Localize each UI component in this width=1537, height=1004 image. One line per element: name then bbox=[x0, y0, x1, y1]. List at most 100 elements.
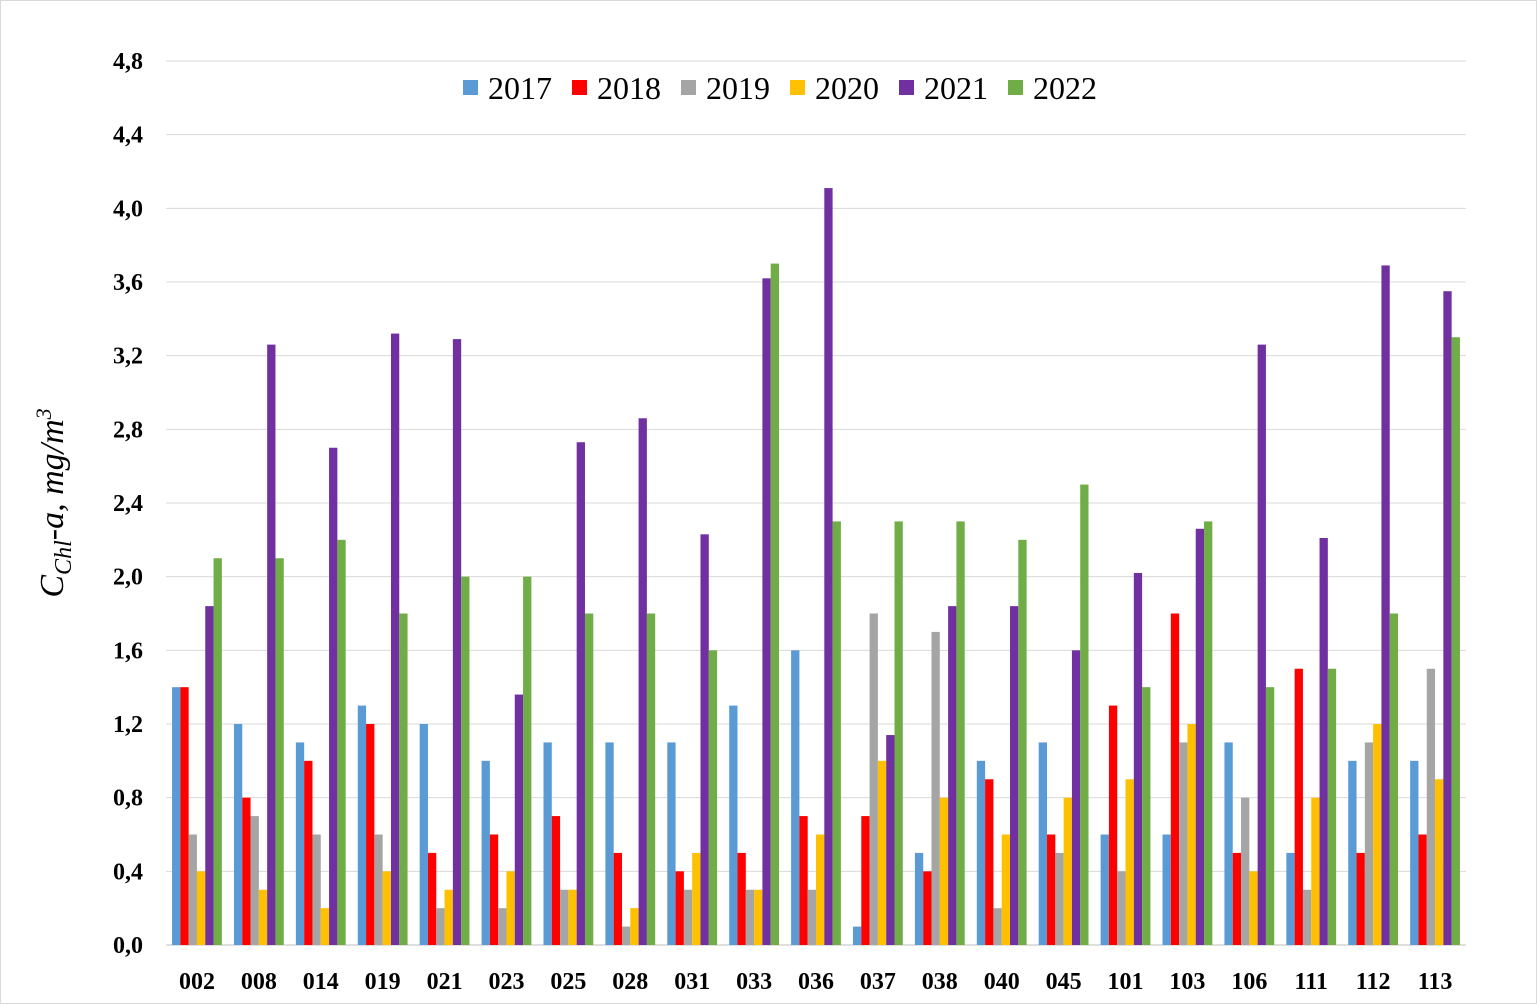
bar-2021-040 bbox=[1010, 606, 1019, 945]
x-tick-label: 112 bbox=[1356, 969, 1391, 995]
bar-2021-037 bbox=[886, 735, 895, 945]
bar-2020-002 bbox=[196, 871, 206, 945]
bar-2017-038 bbox=[914, 852, 924, 945]
legend-swatch-2019 bbox=[681, 80, 696, 95]
bar-2021-021 bbox=[452, 339, 462, 945]
bar-2018-038 bbox=[923, 871, 932, 945]
legend-label: 2017 bbox=[488, 70, 552, 106]
y-tick-label: 0,4 bbox=[113, 859, 143, 885]
bar-2020-045 bbox=[1063, 797, 1072, 945]
bar-2022-021 bbox=[461, 576, 470, 945]
x-tick-label: 031 bbox=[674, 969, 710, 995]
bar-2020-101 bbox=[1125, 779, 1134, 945]
bar-2022-031 bbox=[708, 650, 718, 945]
x-tick-label: 021 bbox=[427, 969, 463, 995]
x-tick-label: 036 bbox=[798, 969, 834, 995]
x-tick-label: 113 bbox=[1418, 969, 1453, 995]
bar-2019-019 bbox=[374, 834, 383, 945]
bar-2017-033 bbox=[729, 705, 738, 945]
x-tick-label: 111 bbox=[1295, 969, 1328, 995]
x-tick-label: 014 bbox=[303, 969, 339, 995]
bar-2020-025 bbox=[568, 889, 577, 945]
x-tick-label: 101 bbox=[1108, 969, 1144, 995]
y-tick-label: 3,2 bbox=[113, 344, 143, 370]
bar-2021-008 bbox=[267, 344, 276, 945]
x-tick-label: 040 bbox=[984, 969, 1020, 995]
x-tick-label: 045 bbox=[1046, 969, 1082, 995]
bar-2021-113 bbox=[1443, 291, 1452, 945]
bar-2019-036 bbox=[807, 889, 816, 945]
bar-2018-036 bbox=[799, 816, 808, 945]
legend-swatch-2022 bbox=[1008, 80, 1023, 95]
bar-2022-025 bbox=[584, 613, 594, 945]
bar-2022-045 bbox=[1080, 484, 1089, 945]
bar-2020-033 bbox=[754, 889, 763, 945]
x-tick-label: 008 bbox=[241, 969, 277, 995]
x-tick-label: 033 bbox=[736, 969, 772, 995]
bar-2017-021 bbox=[419, 724, 428, 945]
y-tick-label: 4,0 bbox=[113, 196, 143, 222]
bar-2017-106 bbox=[1224, 742, 1233, 945]
bar-2017-045 bbox=[1038, 742, 1048, 945]
bar-2019-023 bbox=[498, 908, 507, 945]
bar-2021-101 bbox=[1133, 572, 1143, 945]
y-tick-label: 4,4 bbox=[113, 123, 143, 149]
x-tick-label: 019 bbox=[365, 969, 401, 995]
bar-2021-023 bbox=[514, 694, 524, 945]
bar-2018-023 bbox=[489, 834, 499, 945]
legend-label: 2018 bbox=[597, 70, 661, 106]
legend-label: 2020 bbox=[815, 70, 879, 106]
bar-2021-014 bbox=[329, 447, 338, 945]
bar-2017-101 bbox=[1100, 834, 1109, 945]
bar-2021-036 bbox=[824, 188, 833, 945]
bar-2021-031 bbox=[700, 534, 709, 945]
bar-2019-113 bbox=[1426, 668, 1436, 945]
bar-2022-028 bbox=[646, 613, 656, 945]
bar-2020-021 bbox=[444, 889, 453, 945]
bar-2017-014 bbox=[295, 742, 305, 945]
bar-2019-021 bbox=[436, 908, 445, 945]
x-tick-label: 103 bbox=[1169, 969, 1205, 995]
bar-2018-025 bbox=[551, 816, 561, 945]
bar-2022-002 bbox=[213, 558, 222, 945]
bar-2020-019 bbox=[382, 871, 391, 945]
bar-2020-031 bbox=[692, 852, 701, 945]
bar-2020-106 bbox=[1249, 871, 1258, 945]
bar-2018-037 bbox=[861, 816, 870, 945]
bar-2020-014 bbox=[320, 908, 330, 945]
bar-2018-106 bbox=[1232, 852, 1242, 945]
bar-2022-037 bbox=[894, 521, 903, 945]
bar-2022-103 bbox=[1204, 521, 1213, 945]
bar-2018-040 bbox=[985, 779, 994, 945]
bar-2018-021 bbox=[427, 852, 437, 945]
bar-2019-008 bbox=[250, 816, 259, 945]
bar-2021-019 bbox=[390, 333, 400, 946]
bar-2020-028 bbox=[630, 908, 639, 945]
x-tick-label: 023 bbox=[488, 969, 524, 995]
bar-2021-033 bbox=[762, 278, 771, 946]
bar-2019-106 bbox=[1241, 797, 1250, 945]
bar-2018-028 bbox=[613, 852, 622, 945]
bar-2021-002 bbox=[205, 606, 214, 945]
legend-label: 2022 bbox=[1033, 70, 1097, 106]
y-tick-label: 2,8 bbox=[113, 417, 143, 443]
bar-2017-112 bbox=[1348, 760, 1357, 945]
y-axis-label: CChl-a, mg/m3 bbox=[31, 408, 77, 597]
y-tick-label: 0,8 bbox=[113, 786, 143, 812]
bar-2018-002 bbox=[180, 687, 189, 945]
bar-2017-111 bbox=[1286, 852, 1295, 945]
bar-2018-111 bbox=[1294, 668, 1303, 945]
bar-2020-112 bbox=[1373, 724, 1382, 945]
bar-2020-113 bbox=[1435, 779, 1444, 945]
bar-2018-008 bbox=[242, 797, 251, 945]
bar-2019-112 bbox=[1364, 742, 1374, 945]
y-tick-label: 1,6 bbox=[113, 638, 143, 664]
bar-2020-103 bbox=[1187, 724, 1196, 945]
bar-2022-036 bbox=[832, 521, 841, 945]
bar-2018-033 bbox=[737, 852, 746, 945]
bar-2020-036 bbox=[816, 834, 825, 945]
bar-2020-023 bbox=[506, 871, 515, 945]
legend-swatch-2018 bbox=[572, 80, 587, 95]
bar-2017-028 bbox=[605, 742, 614, 945]
